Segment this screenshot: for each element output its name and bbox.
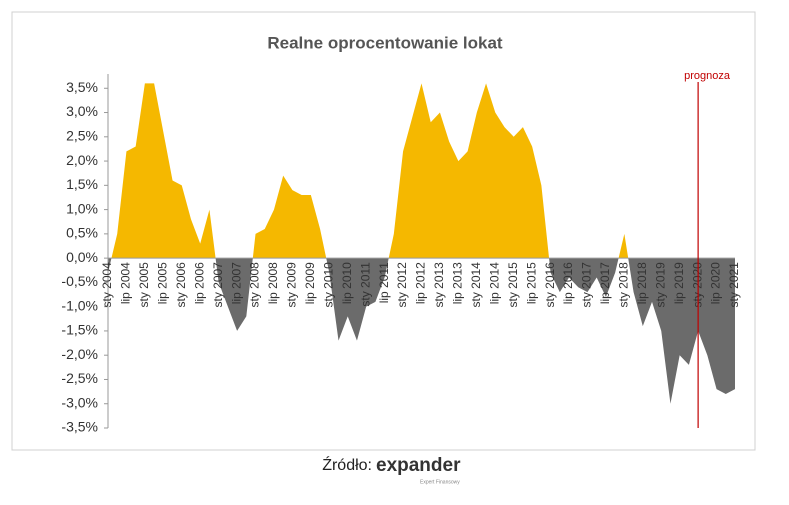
x-tick-label: lip 2006 <box>192 262 206 304</box>
x-tick-label: lip 2018 <box>635 262 649 304</box>
area-positive <box>108 83 735 259</box>
x-tick-label: sty 2006 <box>174 262 188 308</box>
x-tick-label: sty 2011 <box>358 262 372 307</box>
y-tick-label: -2,5% <box>61 370 98 386</box>
chart-title: Realne oprocentowanie lokat <box>267 33 503 52</box>
x-tick-label: sty 2017 <box>580 262 594 308</box>
x-tick-label: lip 2004 <box>119 262 133 304</box>
x-tick-label: sty 2016 <box>543 262 557 308</box>
y-tick-label: -2,0% <box>61 346 98 362</box>
y-tick-label: 3,5% <box>66 79 98 95</box>
y-tick-label: 3,0% <box>66 103 98 119</box>
x-tick-label: sty 2020 <box>690 262 704 308</box>
x-tick-label: lip 2014 <box>487 262 501 304</box>
x-tick-label: sty 2014 <box>469 262 483 308</box>
source-label: Źródło: <box>322 455 372 474</box>
x-tick-label: lip 2013 <box>451 262 465 304</box>
x-tick-label: sty 2019 <box>653 262 667 308</box>
x-tick-label: sty 2010 <box>321 262 335 308</box>
x-tick-label: sty 2015 <box>506 262 520 308</box>
x-tick-label: lip 2019 <box>672 262 686 304</box>
x-tick-label: lip 2009 <box>303 262 317 304</box>
x-tick-label: lip 2007 <box>229 262 243 304</box>
x-tick-label: lip 2008 <box>266 262 280 304</box>
y-tick-label: 1,5% <box>66 176 98 192</box>
forecast-label: prognoza <box>684 70 731 82</box>
area-negative <box>108 258 735 404</box>
y-tick-label: -1,0% <box>61 297 98 313</box>
x-tick-label: lip 2010 <box>340 262 354 304</box>
x-tick-label: lip 2016 <box>561 262 575 304</box>
y-tick-label: 0,5% <box>66 225 98 241</box>
y-tick-label: 0,0% <box>66 249 98 265</box>
x-tick-label: lip 2011 <box>377 262 391 303</box>
x-tick-label: lip 2012 <box>414 262 428 304</box>
x-tick-label: sty 2005 <box>137 262 151 308</box>
y-tick-label: 2,0% <box>66 152 98 168</box>
x-tick-label: lip 2005 <box>155 262 169 304</box>
x-tick-label: sty 2008 <box>248 262 262 308</box>
x-tick-label: lip 2017 <box>598 262 612 304</box>
logo-tagline: Expert Finansowy <box>420 479 460 485</box>
y-tick-label: -1,5% <box>61 322 98 338</box>
y-tick-label: -3,0% <box>61 394 98 410</box>
logo: expander <box>376 455 461 476</box>
y-tick-label: 2,5% <box>66 128 98 144</box>
x-tick-label: sty 2013 <box>432 262 446 308</box>
x-tick-label: sty 2018 <box>617 262 631 308</box>
x-tick-label: lip 2015 <box>524 262 538 304</box>
y-tick-label: -3,5% <box>61 419 98 435</box>
x-tick-label: sty 2012 <box>395 262 409 308</box>
x-tick-label: lip 2020 <box>709 262 723 304</box>
x-tick-label: sty 2007 <box>211 262 225 308</box>
y-tick-label: 1,0% <box>66 200 98 216</box>
y-tick-label: -0,5% <box>61 273 98 289</box>
x-tick-label: sty 2009 <box>285 262 299 308</box>
x-tick-label: sty 2004 <box>100 262 114 308</box>
x-tick-label: sty 2021 <box>727 262 741 308</box>
